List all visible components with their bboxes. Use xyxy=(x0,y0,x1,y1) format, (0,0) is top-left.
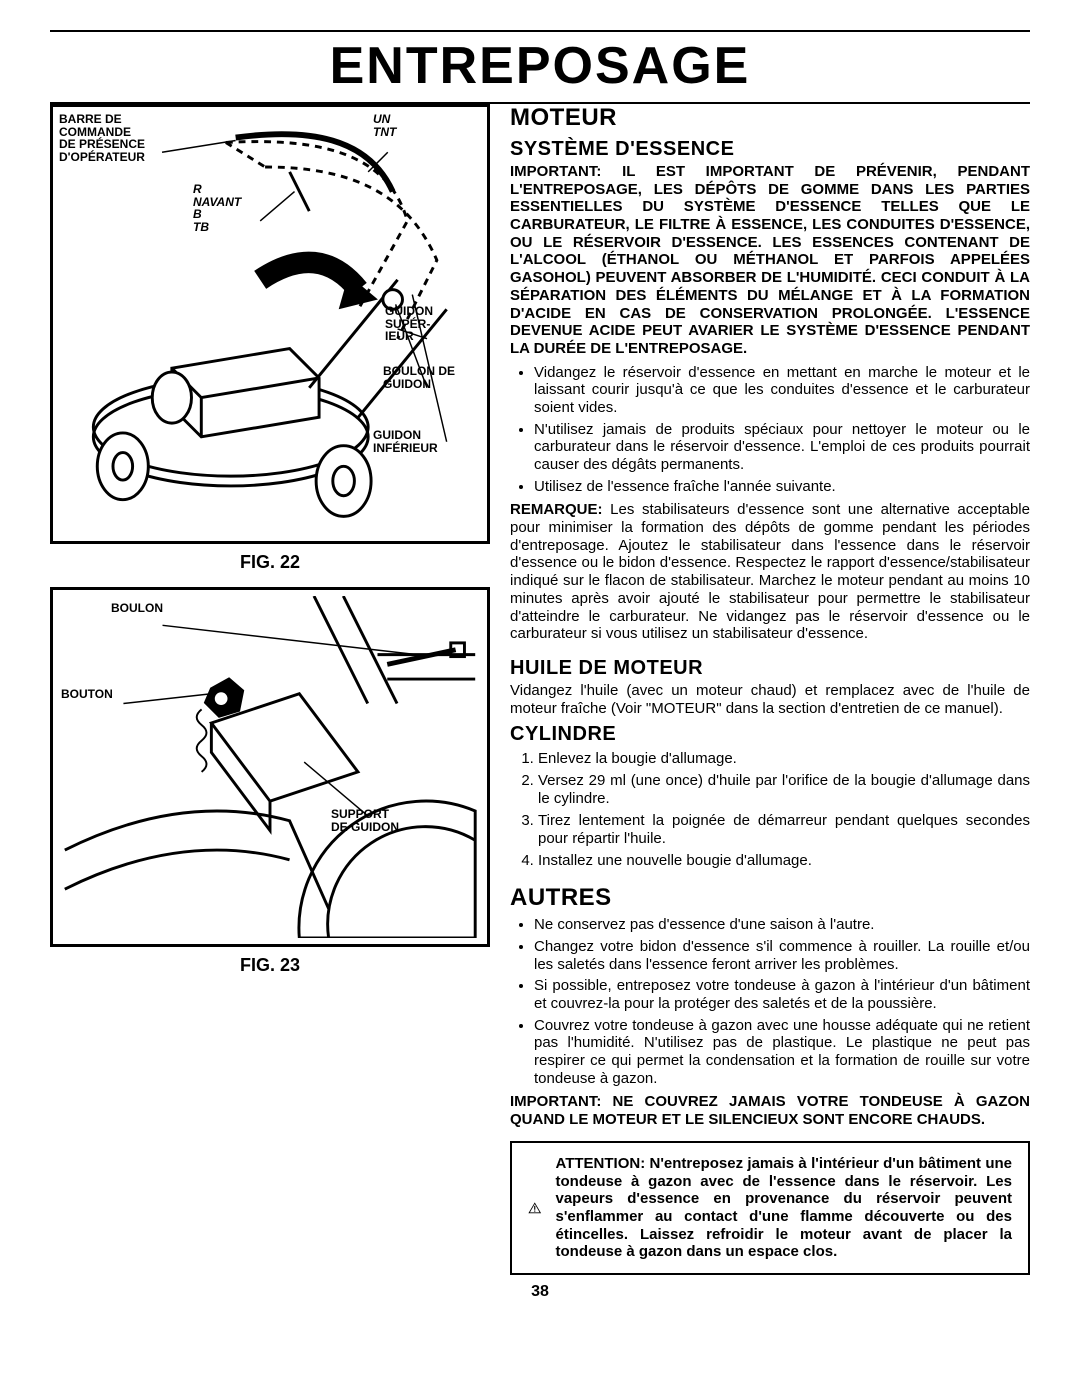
list-item: N'utilisez jamais de produits spéciaux p… xyxy=(534,421,1030,474)
list-item: Vidangez le réservoir d'essence en metta… xyxy=(534,364,1030,417)
list-item: Ne conservez pas d'essence d'une saison … xyxy=(534,916,1030,934)
warning-box: ATTENTION: N'entreposez jamais à l'intér… xyxy=(510,1141,1030,1275)
manual-page: ENTREPOSAGE xyxy=(0,0,1080,1331)
figure-23-caption: FIG. 23 xyxy=(50,955,490,976)
heading-cylindre: CYLINDRE xyxy=(510,723,1030,746)
handle-bracket-diagram xyxy=(59,596,481,938)
list-item: Installez une nouvelle bougie d'allumage… xyxy=(538,852,1030,870)
list-item: Si possible, entreposez votre tondeuse à… xyxy=(534,977,1030,1012)
label-sup-guidon: GUIDON SUPÉR- IEUR xyxy=(385,305,433,343)
left-column: BARRE DE COMMANDE DE PRÉSENCE D'OPÉRATEU… xyxy=(50,104,490,1275)
heading-huile: HUILE DE MOTEUR xyxy=(510,657,1030,680)
label-bouton: BOUTON xyxy=(61,688,113,701)
figure-23-box: BOULON BOUTON SUPPORT DE GUIDON xyxy=(50,587,490,947)
figure-22-caption: FIG. 22 xyxy=(50,552,490,573)
list-item: Tirez lentement la poignée de démarreur … xyxy=(538,812,1030,848)
huile-text: Vidangez l'huile (avec un moteur chaud) … xyxy=(510,682,1030,717)
rule-top xyxy=(50,30,1030,32)
label-inf-guidon: GUIDON INFÉRIEUR xyxy=(373,429,438,454)
figure-22-box: BARRE DE COMMANDE DE PRÉSENCE D'OPÉRATEU… xyxy=(50,104,490,544)
label-tnt: UN TNT xyxy=(373,113,396,138)
systeme-bullets: Vidangez le réservoir d'essence en metta… xyxy=(510,364,1030,496)
list-item: Enlevez la bougie d'allumage. xyxy=(538,750,1030,768)
page-title: ENTREPOSAGE xyxy=(50,36,1030,96)
right-column: MOTEUR SYSTÈME D'ESSENCE IMPORTANT: IL E… xyxy=(510,104,1030,1275)
important-autres: IMPORTANT: NE COUVREZ JAMAIS VOTRE TONDE… xyxy=(510,1093,1030,1128)
list-item: Couvrez votre tondeuse à gazon avec une … xyxy=(534,1017,1030,1088)
list-item: Versez 29 ml (une once) d'huile par l'or… xyxy=(538,772,1030,808)
label-boulon-guidon: BOULON DE GUIDON xyxy=(383,365,455,390)
cylindre-steps: Enlevez la bougie d'allumage. Versez 29 … xyxy=(510,750,1030,870)
heading-autres: AUTRES xyxy=(510,884,1030,912)
heading-systeme: SYSTÈME D'ESSENCE xyxy=(510,138,1030,161)
heading-moteur: MOTEUR xyxy=(510,104,1030,132)
label-boulon: BOULON xyxy=(111,602,163,615)
label-support: SUPPORT DE GUIDON xyxy=(331,808,399,833)
list-item: Utilisez de l'essence fraîche l'année su… xyxy=(534,478,1030,496)
remarque-systeme: REMARQUE: Les stabilisateurs d'essence s… xyxy=(510,501,1030,643)
important-systeme: IMPORTANT: IL EST IMPORTANT DE PRÉVENIR,… xyxy=(510,163,1030,358)
warning-icon xyxy=(528,1177,542,1239)
list-item: Changez votre bidon d'essence s'il comme… xyxy=(534,938,1030,973)
two-column-layout: BARRE DE COMMANDE DE PRÉSENCE D'OPÉRATEU… xyxy=(50,104,1030,1275)
label-barre: BARRE DE COMMANDE DE PRÉSENCE D'OPÉRATEU… xyxy=(59,113,145,163)
warning-text: ATTENTION: N'entreposez jamais à l'intér… xyxy=(556,1155,1013,1261)
label-navant: R NAVANT B TB xyxy=(193,183,241,233)
autres-bullets: Ne conservez pas d'essence d'une saison … xyxy=(510,916,1030,1087)
page-number: 38 xyxy=(50,1283,1030,1301)
